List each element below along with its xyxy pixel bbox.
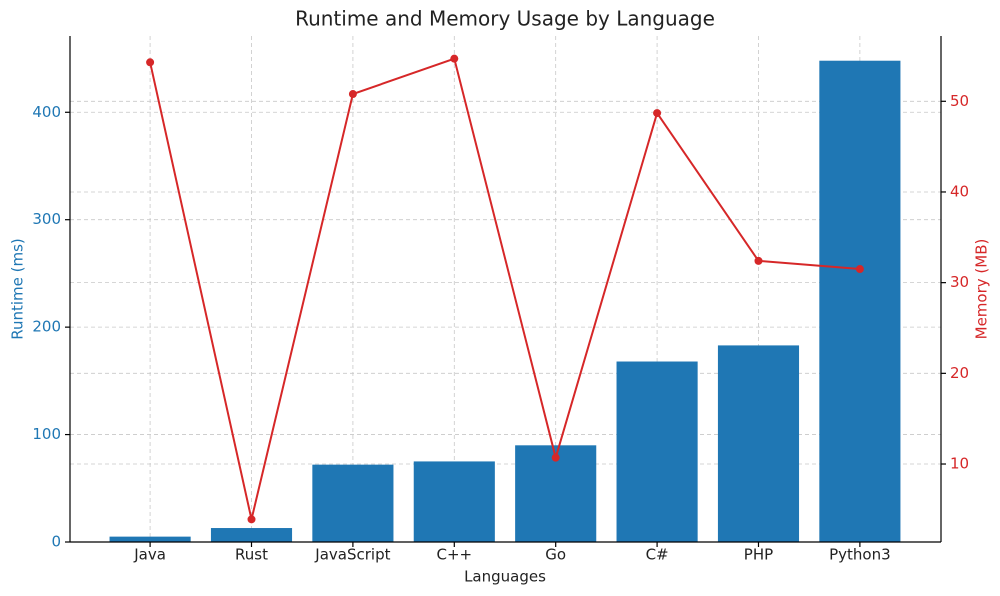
line-point [247, 515, 256, 524]
x-tick-label: Rust [235, 546, 268, 564]
y2-tick-label: 10 [950, 455, 969, 473]
x-tick-label: PHP [744, 546, 773, 564]
y-axis-label: Runtime (ms) [9, 238, 27, 340]
y2-axis-label: Memory (MB) [973, 239, 991, 340]
line-point [855, 265, 864, 274]
bar [312, 464, 394, 542]
line-point [146, 58, 155, 67]
y-tick-label: 200 [32, 318, 61, 336]
x-tick-label: JavaScript [314, 546, 390, 564]
bar [413, 461, 495, 542]
y-tick-label: 100 [32, 425, 61, 443]
line-point [348, 90, 357, 99]
x-tick-label: Java [133, 546, 166, 564]
chart-title: Runtime and Memory Usage by Language [295, 7, 715, 31]
x-axis-label: Languages [464, 568, 546, 586]
y2-tick-label: 50 [950, 92, 969, 110]
line-point [551, 453, 560, 462]
y2-tick-label: 20 [950, 364, 969, 382]
bar [109, 536, 191, 542]
bar [210, 528, 293, 542]
y-tick-label: 0 [51, 533, 61, 551]
line-point [653, 109, 662, 118]
x-tick-label: Go [545, 546, 566, 564]
x-tick-label: C# [646, 546, 669, 564]
y-tick-label: 400 [32, 103, 61, 121]
y-tick-label: 300 [32, 210, 61, 228]
x-tick-label: C++ [436, 546, 472, 564]
line-point [754, 256, 763, 265]
line [149, 57, 860, 520]
line-point [450, 54, 459, 63]
y2-tick-label: 30 [950, 273, 969, 291]
y2-tick-label: 40 [950, 182, 969, 200]
bar [717, 345, 800, 542]
bar [819, 60, 901, 542]
x-tick-label: Python3 [829, 546, 891, 564]
bar [616, 361, 698, 542]
